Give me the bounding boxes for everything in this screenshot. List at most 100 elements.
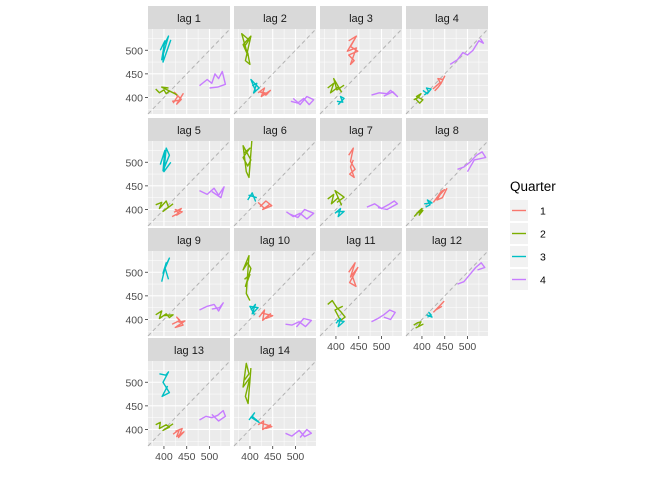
quarter-4-line <box>285 428 313 438</box>
quarter-3-line <box>250 78 260 94</box>
y-tick-label: 500 <box>125 377 143 389</box>
facet-panel: lag 11 400 450 500 <box>319 228 403 353</box>
y-tick-label: 500 <box>125 157 143 169</box>
quarter-2-line <box>242 254 252 301</box>
reference-diagonal <box>319 250 403 337</box>
legend-item: 3 <box>510 246 546 267</box>
facet-panel: lag 12 400 450 500 <box>405 228 489 353</box>
quarter-2-line <box>327 189 345 206</box>
quarter-3-line <box>159 147 172 173</box>
quarter-2-line <box>242 362 252 405</box>
y-tick-label: 400 <box>125 314 143 326</box>
facet-label: lag 7 <box>349 125 373 137</box>
facet-panel: lag 1 400 450 500 <box>125 6 231 115</box>
x-tick-label: 400 <box>327 341 345 353</box>
facet-label: lag 8 <box>435 125 459 137</box>
quarter-2-line <box>413 321 424 329</box>
facet-strip <box>406 118 488 141</box>
quarter-1-line <box>172 427 185 439</box>
quarter-4-line <box>199 186 225 199</box>
quarter-4-line <box>371 89 399 98</box>
y-tick-label: 400 <box>125 424 143 436</box>
facet-label: lag 4 <box>435 13 459 25</box>
facet-strip <box>234 228 316 251</box>
quarter-1-line <box>432 75 446 92</box>
x-tick-label: 500 <box>287 451 305 463</box>
legend: Quarter 1 2 3 4 <box>510 179 556 290</box>
reference-diagonal <box>405 250 489 337</box>
y-tick-label: 450 <box>125 291 143 303</box>
facet-strip <box>320 228 402 251</box>
reference-diagonal <box>147 360 231 447</box>
quarter-2-line <box>242 140 253 179</box>
facet-label: lag 6 <box>263 125 287 137</box>
quarter-3-line <box>335 317 345 328</box>
quarter-1-line <box>257 200 273 211</box>
facet-panel: lag 14 400 450 500 <box>233 338 317 463</box>
x-tick-label: 450 <box>350 341 368 353</box>
quarter-1-line <box>171 316 186 329</box>
quarter-2-line <box>327 77 345 94</box>
quarter-4-line <box>199 409 227 422</box>
facet-label: lag 14 <box>260 345 290 357</box>
quarter-2-line <box>327 299 346 322</box>
quarter-3-line <box>159 371 171 398</box>
quarter-4-line <box>199 302 224 312</box>
quarter-3-line <box>159 35 172 63</box>
quarter-2-line <box>155 200 174 213</box>
facet-strip <box>234 338 316 361</box>
x-tick-label: 450 <box>178 451 196 463</box>
reference-diagonal <box>405 28 489 115</box>
quarter-4-line <box>366 200 399 211</box>
legend-title: Quarter <box>510 179 556 194</box>
facet-panel: lag 9 400 450 500 <box>125 228 231 337</box>
legend-item: 2 <box>510 223 546 244</box>
quarter-1-line <box>257 87 272 98</box>
x-tick-label: 450 <box>436 341 454 353</box>
quarter-1-line <box>346 35 359 66</box>
reference-diagonal <box>147 250 231 337</box>
facet-strip <box>234 6 316 29</box>
x-tick-label: 500 <box>201 451 219 463</box>
facet-strip <box>148 228 230 251</box>
quarter-3-line <box>249 303 259 316</box>
facet-strip <box>406 228 488 251</box>
facet-label: lag 13 <box>174 345 204 357</box>
quarter-1-line <box>348 147 356 179</box>
quarter-4-line <box>449 38 485 65</box>
quarter-4-line <box>457 262 486 285</box>
legend-label: 2 <box>540 229 546 241</box>
quarter-2-line <box>155 421 174 432</box>
quarter-3-line <box>424 199 433 208</box>
facet-strip <box>148 118 230 141</box>
quarter-1-line <box>171 91 184 105</box>
quarter-4-line <box>199 70 227 89</box>
reference-diagonal <box>319 28 403 115</box>
legend-item: 4 <box>510 269 546 290</box>
facet-label: lag 12 <box>432 235 462 247</box>
quarter-4-line <box>285 208 315 220</box>
reference-diagonal <box>233 28 317 115</box>
y-tick-label: 450 <box>125 401 143 413</box>
facet-panel: lag 2 <box>233 6 317 115</box>
facet-label: lag 5 <box>177 125 201 137</box>
quarter-3-line <box>248 412 260 424</box>
facet-panel: lag 4 <box>405 6 489 115</box>
facet-panel: lag 7 <box>319 118 403 227</box>
reference-diagonal <box>405 140 489 227</box>
reference-diagonal <box>233 140 317 227</box>
facet-label: lag 2 <box>263 13 287 25</box>
quarter-1-line <box>348 262 359 288</box>
quarter-1-line <box>258 309 274 322</box>
quarter-3-line <box>247 192 258 202</box>
legend-label: 1 <box>540 206 546 218</box>
quarter-2-line <box>413 207 424 218</box>
legend-item: 1 <box>510 200 546 221</box>
reference-diagonal <box>319 140 403 227</box>
quarter-1-line <box>171 207 183 218</box>
quarter-3-line <box>334 207 345 218</box>
quarter-3-line <box>426 311 433 318</box>
quarter-2-line <box>155 310 174 320</box>
x-tick-label: 400 <box>241 451 259 463</box>
